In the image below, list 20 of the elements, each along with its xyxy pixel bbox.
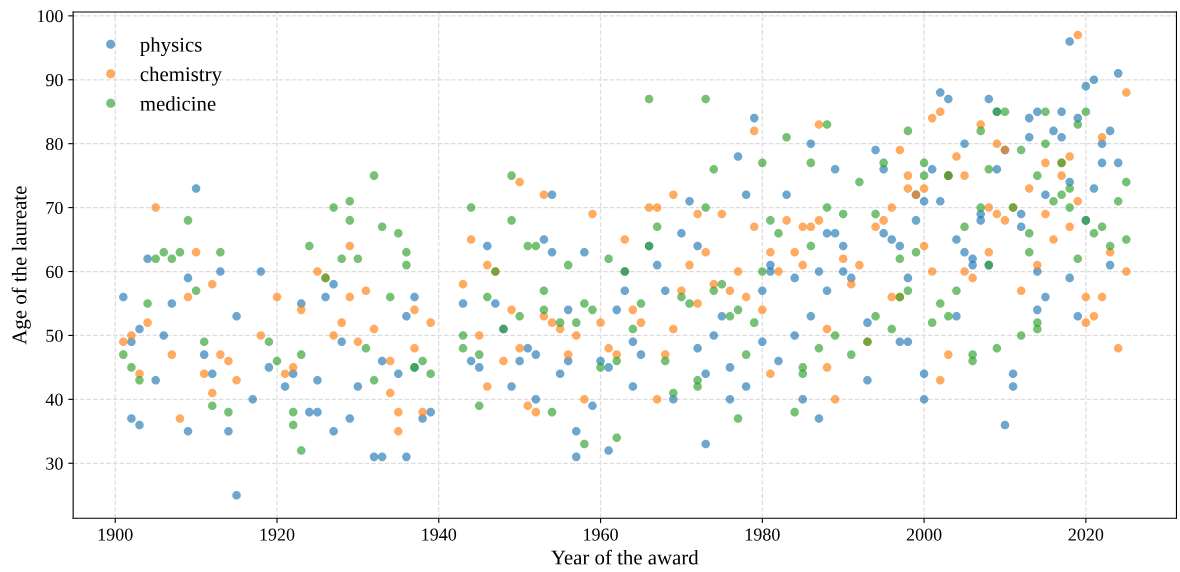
y-tick-label: 40	[45, 393, 63, 406]
y-tick-label: 60	[46, 265, 63, 278]
x-tick-label: 1960	[584, 528, 618, 541]
y-tick-label: 30	[46, 457, 63, 470]
x-axis-title: Year of the award	[551, 549, 699, 565]
y-tick-label: 70	[46, 201, 63, 215]
legend-label: chemistry	[140, 66, 222, 86]
y-tick-label: 50	[46, 329, 63, 342]
legend-label: medicine	[140, 96, 216, 111]
x-tick-label: 1980	[745, 528, 780, 541]
y-tick-label: 90	[45, 74, 63, 87]
x-tick-label: 2000	[906, 528, 942, 541]
legend-label: physics	[140, 37, 202, 57]
x-tick-label: 1940	[422, 528, 457, 541]
x-tick-label: 2020	[1068, 528, 1104, 541]
y-tick-label: 100	[37, 10, 63, 23]
y-tick-label: 80	[46, 137, 63, 151]
y-axis-title: Age of the laureate	[11, 186, 31, 345]
x-tick-label: 1900	[98, 528, 133, 541]
x-tick-label: 1920	[260, 528, 295, 541]
